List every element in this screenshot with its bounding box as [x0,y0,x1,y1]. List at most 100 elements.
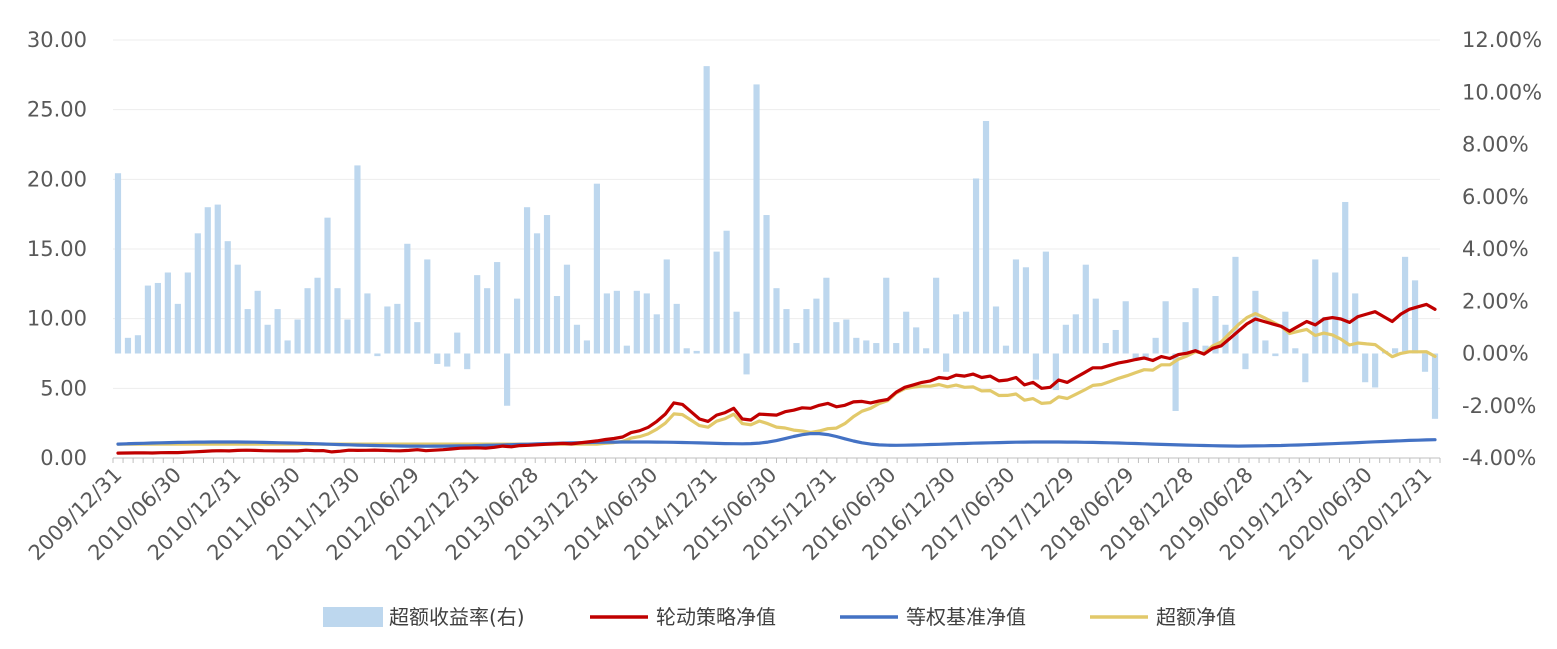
excess-return-bar [1362,353,1369,383]
excess-return-bar [374,353,381,357]
excess-return-bar [1062,324,1069,354]
right-axis-tick-label: 6.00% [1462,185,1529,209]
excess-return-bar [1152,337,1159,354]
excess-return-bar [1002,345,1010,354]
excess-return-bar [1012,259,1020,354]
excess-return-bar [1332,272,1339,354]
excess-return-bars [114,66,1439,419]
excess-return-bar [992,306,1000,354]
excess-return-bar [903,311,910,354]
excess-return-bar [663,259,670,354]
excess-return-bar [414,322,421,354]
legend-label: 等权基准净值 [906,605,1026,629]
legend-label: 超额净值 [1156,605,1236,629]
left-axis-tick-label: 25.00 [27,98,87,122]
excess-return-bar [284,340,291,354]
excess-return-bar [1401,256,1409,354]
excess-return-bar [164,272,171,354]
excess-return-bar [1022,267,1030,354]
excess-return-bar [424,259,431,354]
excess-return-bar [643,293,650,354]
excess-return-bar [1272,353,1279,357]
excess-return-bar [1102,343,1109,354]
excess-return-bar [513,298,521,354]
excess-return-bar [982,120,990,354]
excess-return-bar [673,303,680,354]
excess-return-bar [863,340,870,354]
excess-return-bar [883,277,890,354]
left-axis-tick-label: 30.00 [27,28,87,52]
excess-return-bar [184,272,191,354]
excess-return-bar [1282,311,1289,354]
excess-return-bar [1112,329,1119,354]
excess-return-bar [583,340,591,354]
excess-return-bar [853,337,860,354]
excess-return-bar [1411,280,1419,354]
excess-return-bar [683,348,690,354]
excess-return-bar [693,350,700,354]
excess-return-bar [304,288,311,354]
right-axis-tick-label: 0.00% [1462,342,1529,366]
excess-return-bar [444,353,451,367]
excess-return-bar [913,327,920,354]
rotation-nav-line [116,302,1437,455]
nav-lines [116,302,1437,455]
excess-return-bar [703,66,710,354]
excess-return-bar [1212,296,1219,354]
excess-return-bar [763,215,770,354]
excess-return-bar [194,233,201,354]
excess-return-bar [1072,314,1079,354]
excess-return-bar [523,207,531,354]
excess-return-bar [533,233,541,354]
excess-return-bar [1142,353,1149,359]
excess-return-bar [1132,353,1139,359]
excess-return-bar [434,353,441,364]
excess-return-bar [494,262,501,354]
excess-return-bar [943,353,950,372]
excess-return-bar [394,303,401,354]
excess-return-bar [504,353,511,406]
excess-return-bar [214,204,221,354]
excess-return-bar [1172,353,1179,411]
excess-return-bar [1042,251,1049,354]
excess-return-bar [1352,293,1359,354]
excess-return-bar [633,290,640,354]
excess-return-bar [1052,353,1059,391]
excess-return-bar [474,275,481,354]
excess-return-bar [454,332,461,354]
excess-return-bar [1192,288,1199,354]
right-axis-tick-label: 12.00% [1462,28,1542,52]
excess-return-bar [1092,298,1099,354]
excess-return-bar [134,335,142,354]
right-axis-tick-label: -2.00% [1462,394,1536,418]
excess-return-bar [384,306,391,354]
excess-return-bar [154,282,161,354]
excess-return-bar [314,277,321,354]
excess-return-bar [833,322,840,354]
excess-return-bar [1392,348,1399,354]
excess-return-bar [144,285,152,354]
excess-return-bar [234,264,241,354]
excess-return-bar [543,215,551,354]
excess-return-bar [354,165,361,354]
left-axis-tick-label: 20.00 [27,167,87,191]
legend-swatch-bar [323,607,383,627]
excess-return-bar [204,207,211,354]
right-axis-tick-label: -4.00% [1462,446,1536,470]
excess-return-bar [962,311,970,354]
left-axis-tick-label: 0.00 [40,446,87,470]
legend: 超额收益率(右) 轮动策略净值 等权基准净值 超额净值 [323,605,1236,629]
benchmark-nav-line [116,432,1437,448]
excess-return-bar [603,293,610,354]
excess-return-bar [324,217,331,354]
excess-return-bar [1292,348,1299,354]
excess-return-bar [733,311,740,354]
legend-label: 轮动策略净值 [656,605,776,629]
excess-return-bar [923,348,930,354]
excess-return-bar [1182,322,1189,354]
excess-return-bar [893,343,900,354]
left-axis-tick-label: 10.00 [27,307,87,331]
excess-return-bar [773,288,780,354]
excess-return-bar [224,241,231,354]
